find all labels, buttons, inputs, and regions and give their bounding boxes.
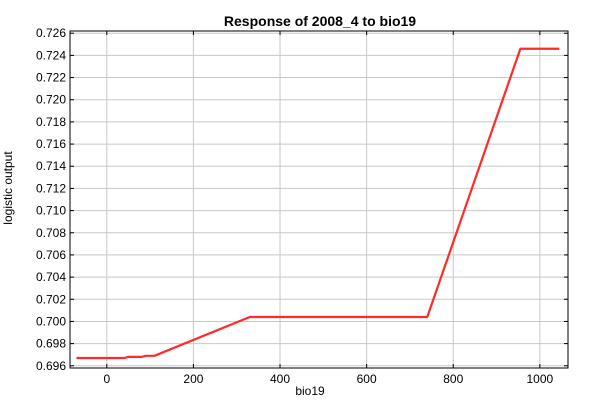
x-axis-label: bio19 bbox=[295, 384, 325, 398]
y-tick-label: 0.726 bbox=[36, 26, 66, 40]
plot-frame bbox=[69, 30, 569, 369]
x-tick-label: 800 bbox=[443, 372, 463, 386]
x-tick-label: 200 bbox=[183, 372, 203, 386]
y-tick-label: 0.724 bbox=[36, 48, 66, 62]
y-tick-label: 0.708 bbox=[36, 226, 66, 240]
y-tick-label: 0.696 bbox=[36, 359, 66, 373]
y-tick-label: 0.722 bbox=[36, 71, 66, 85]
y-axis-ticks: 0.696 0.698 0.700 0.702 0.704 0.706 0.708 0.710… bbox=[36, 26, 568, 373]
series-layer bbox=[76, 47, 560, 360]
y-tick-label: 0.716 bbox=[36, 137, 66, 151]
y-tick-label: 0.706 bbox=[36, 248, 66, 262]
y-tick-label: 0.712 bbox=[36, 181, 66, 195]
y-tick-label: 0.710 bbox=[36, 204, 66, 218]
x-tick-label: 1000 bbox=[527, 372, 554, 386]
y-axis-label: logistic output bbox=[1, 151, 15, 225]
y-tick-label: 0.714 bbox=[36, 159, 66, 173]
y-tick-label: 0.704 bbox=[36, 270, 66, 284]
y-tick-label: 0.702 bbox=[36, 292, 66, 306]
grid-lines bbox=[70, 31, 568, 368]
x-tick-label: 0 bbox=[103, 372, 110, 386]
chart-title: Response of 2008_4 to bio19 bbox=[224, 13, 416, 29]
series-line-0 bbox=[76, 47, 560, 360]
x-tick-label: 600 bbox=[357, 372, 377, 386]
y-tick-label: 0.700 bbox=[36, 314, 66, 328]
y-tick-label: 0.720 bbox=[36, 93, 66, 107]
x-tick-label: 400 bbox=[270, 372, 290, 386]
y-tick-label: 0.698 bbox=[36, 337, 66, 351]
x-axis-ticks: 0 200 400 600 800 1000 bbox=[103, 31, 554, 386]
y-tick-label: 0.718 bbox=[36, 115, 66, 129]
